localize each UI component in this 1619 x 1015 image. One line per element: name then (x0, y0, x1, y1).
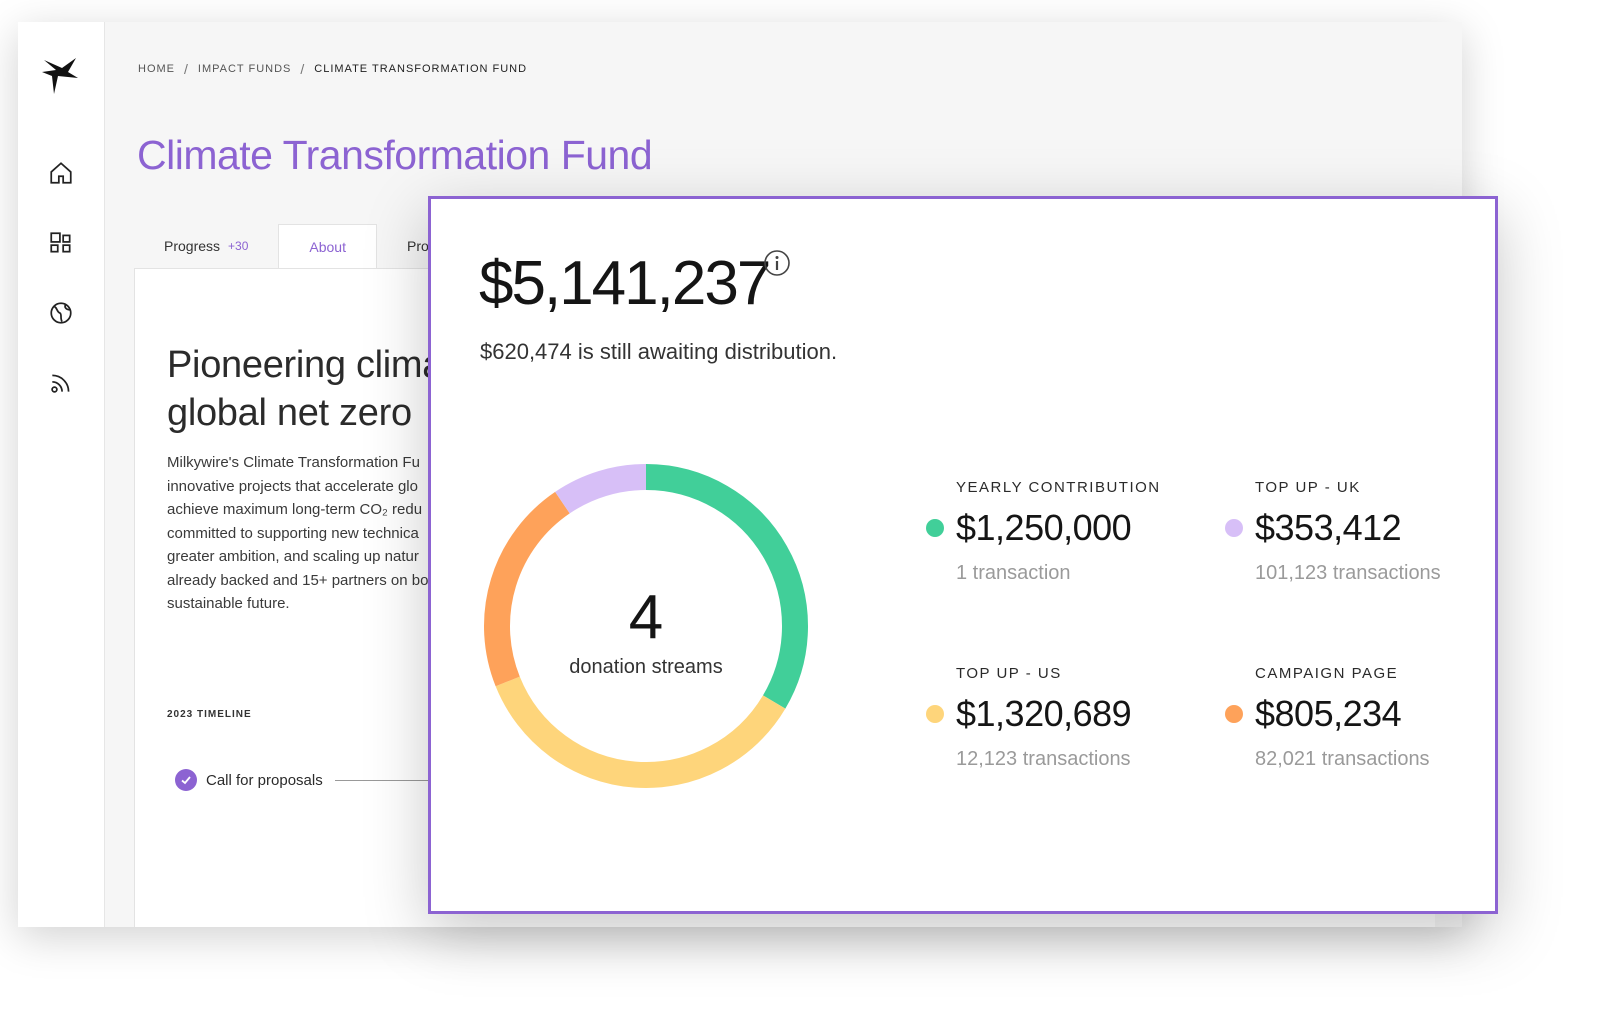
feed-icon[interactable] (48, 370, 74, 396)
total-amount: $5,141,237 (479, 249, 771, 318)
stream-count-label: donation streams (569, 655, 723, 678)
description-line: already backed and 15+ partners on bo (167, 571, 429, 589)
milestone-label: Call for proposals (206, 771, 323, 789)
tab-label: About (309, 238, 346, 255)
stream-title: TOP UP - US (956, 665, 1062, 682)
tab-bar: Progress +30 About Pro (134, 224, 459, 268)
grid-icon[interactable] (48, 230, 74, 256)
headline-line: global net zero (167, 392, 412, 434)
donation-summary-card: $5,141,237 $620,474 is still awaiting di… (428, 196, 1498, 914)
stream-amount: $805,234 (1255, 693, 1402, 734)
description-line: achieve maximum long-term CO₂ redu (167, 501, 423, 518)
description-line: sustainable future. (167, 595, 290, 612)
legend-dot (1225, 519, 1243, 537)
headline-line: Pioneering clima (167, 344, 444, 386)
timeline-milestone[interactable]: Call for proposals (175, 769, 455, 791)
stream-top-up-us: TOP UP - US $1,320,689 12,123 transactio… (926, 665, 1132, 771)
home-icon[interactable] (48, 160, 74, 186)
stream-top-up-uk: TOP UP - UK $353,412 101,123 transaction… (1225, 479, 1441, 585)
page-title: Climate Transformation Fund (137, 132, 653, 178)
stream-title: TOP UP - UK (1255, 479, 1361, 496)
breadcrumb-separator: / (184, 61, 189, 77)
stream-transactions: 101,123 transactions (1255, 562, 1441, 584)
description-line: committed to supporting new technica (167, 524, 419, 542)
stream-transactions: 1 transaction (956, 562, 1071, 584)
info-icon[interactable] (763, 249, 791, 277)
timeline-label: 2023 TIMELINE (167, 709, 252, 720)
stream-title: YEARLY CONTRIBUTION (956, 479, 1161, 496)
stream-title: CAMPAIGN PAGE (1255, 665, 1399, 682)
globe-icon[interactable] (48, 300, 74, 326)
donut-chart (484, 464, 808, 788)
logo[interactable] (42, 54, 80, 96)
check-icon (175, 769, 197, 791)
breadcrumb: HOME / IMPACT FUNDS / CLIMATE TRANSFORMA… (138, 61, 527, 77)
stream-amount: $1,250,000 (956, 507, 1132, 548)
stream-count: 4 (628, 582, 664, 652)
donut-slice-yearly-contribution (645, 464, 808, 709)
stream-transactions: 82,021 transactions (1255, 748, 1430, 770)
donut-slice-campaign-page (484, 491, 570, 687)
sidebar (18, 22, 105, 927)
stream-amount: $353,412 (1255, 507, 1402, 548)
stream-transactions: 12,123 transactions (956, 748, 1131, 770)
stream-campaign-page: CAMPAIGN PAGE $805,234 82,021 transactio… (1225, 665, 1430, 771)
legend-dot (1225, 705, 1243, 723)
donut-slice-top-up-us (495, 676, 786, 788)
stream-yearly-contribution: YEARLY CONTRIBUTION $1,250,000 1 transac… (926, 479, 1161, 585)
breadcrumb-home[interactable]: HOME (138, 63, 175, 75)
about-description: Milkywire's Climate Transformation Fu in… (167, 451, 867, 616)
about-headline: Pioneering clima global net zero (167, 341, 443, 437)
donut-center: 4 donation streams (481, 461, 811, 791)
legend-dot (926, 705, 944, 723)
stream-amount: $1,320,689 (956, 693, 1132, 734)
breadcrumb-impact-funds[interactable]: IMPACT FUNDS (197, 63, 292, 75)
pending-distribution-note: $620,474 is still awaiting distribution. (480, 339, 838, 364)
tab-projects[interactable]: Pro (377, 224, 459, 268)
breadcrumb-current: CLIMATE TRANSFORMATION FUND (314, 63, 528, 75)
description-line: Milkywire's Climate Transformation Fu (167, 454, 420, 471)
tab-label: Progress (164, 238, 221, 254)
donut-slice-top-up-uk (555, 464, 647, 514)
breadcrumb-separator: / (300, 61, 306, 77)
legend-dot (926, 519, 944, 537)
tab-count-badge: +30 (228, 239, 249, 253)
description-line: greater ambition, and scaling up natur (167, 548, 419, 565)
tab-progress[interactable]: Progress +30 (134, 224, 278, 268)
timeline-connector (334, 779, 455, 781)
description-line: innovative projects that accelerate glo (167, 477, 418, 495)
tab-about[interactable]: About (278, 224, 377, 268)
tab-label: Pro (406, 238, 429, 254)
